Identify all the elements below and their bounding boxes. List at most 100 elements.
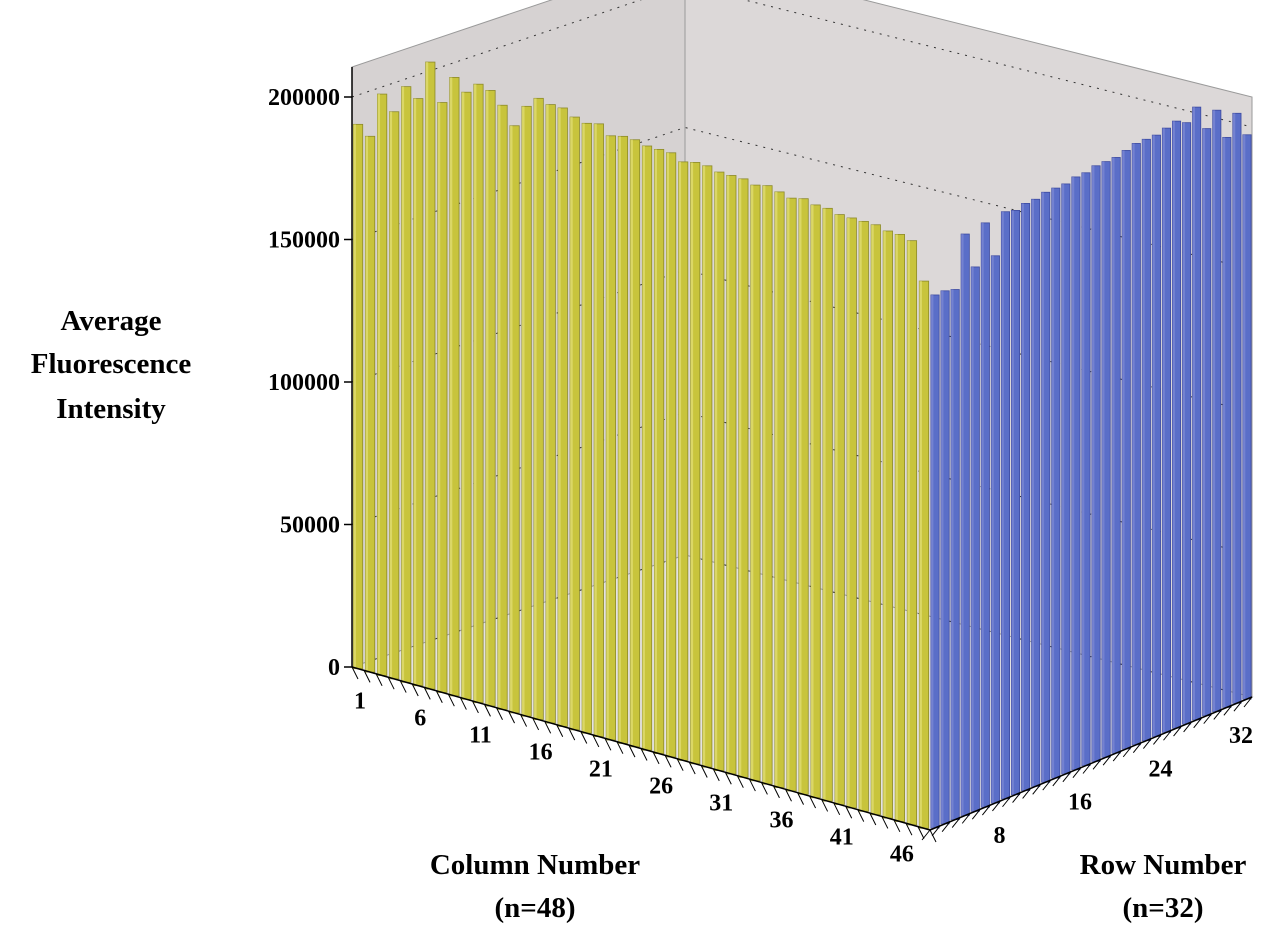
column-bar-highlight-24 bbox=[630, 139, 633, 747]
x-tick-mark-11 bbox=[484, 704, 491, 717]
row-bar-highlight-6 bbox=[981, 222, 984, 808]
x-tick-mark-46 bbox=[905, 822, 913, 836]
column-bar-highlight-26 bbox=[654, 149, 657, 754]
y-tick-mark-20 bbox=[1122, 746, 1132, 758]
y-axis-title-line-2: (n=32) bbox=[1123, 892, 1204, 924]
column-bar-highlight-37 bbox=[786, 198, 790, 791]
column-bar-highlight-8 bbox=[437, 102, 441, 693]
row-bar-highlight-25 bbox=[1172, 121, 1175, 729]
x-tick-mark-33 bbox=[748, 778, 756, 792]
y-tick-mark-21 bbox=[1132, 742, 1142, 754]
x-tick-label-6: 6 bbox=[414, 706, 426, 732]
column-bar-highlight-10 bbox=[461, 92, 465, 700]
x-tick-mark-9 bbox=[459, 697, 467, 710]
y-tick-mark-9 bbox=[1012, 792, 1021, 803]
y-tick-mark-31 bbox=[1233, 700, 1243, 712]
x-tick-mark-29 bbox=[700, 765, 708, 778]
x-tick-mark-15 bbox=[532, 717, 540, 731]
column-bar-highlight-32 bbox=[726, 175, 730, 774]
x-tick-mark-47 bbox=[917, 826, 925, 839]
chart-bars bbox=[352, 61, 1252, 829]
x-tick-mark-13 bbox=[508, 710, 515, 724]
y-tick-mark-7 bbox=[992, 800, 1001, 812]
column-bar-highlight-17 bbox=[545, 104, 549, 724]
x-tick-mark-24 bbox=[640, 748, 648, 761]
x-tick-mark-36 bbox=[785, 789, 792, 802]
x-tick-mark-21 bbox=[604, 738, 612, 751]
column-bar-highlight-36 bbox=[774, 191, 778, 788]
column-bar-highlight-12 bbox=[485, 90, 489, 707]
x-tick-label-36: 36 bbox=[769, 808, 793, 834]
row-bar-highlight-21 bbox=[1132, 143, 1135, 745]
x-tick-label-16: 16 bbox=[529, 740, 553, 766]
column-bar-highlight-3 bbox=[377, 94, 381, 676]
column-bar-highlight-46 bbox=[895, 234, 898, 822]
column-bar-highlight-44 bbox=[871, 224, 874, 815]
z-axis-title-line-2: Fluorescence bbox=[31, 348, 192, 380]
row-bar-highlight-4 bbox=[961, 234, 964, 816]
row-bar-highlight-20 bbox=[1122, 150, 1125, 749]
x-tick-mark-17 bbox=[556, 724, 564, 737]
y-tick-mark-19 bbox=[1112, 750, 1122, 762]
row-bar-highlight-13 bbox=[1051, 188, 1055, 779]
x-tick-label-46: 46 bbox=[890, 842, 914, 868]
column-bar-highlight-30 bbox=[702, 165, 706, 768]
x-tick-label-41: 41 bbox=[830, 825, 854, 851]
column-bar-highlight-43 bbox=[859, 221, 862, 812]
row-bar-highlight-26 bbox=[1182, 122, 1185, 725]
y-tick-mark-17 bbox=[1092, 759, 1102, 770]
chart-axes: 0500001000001500002000001611162126313641… bbox=[268, 67, 1253, 868]
y-tick-mark-6 bbox=[981, 804, 991, 816]
row-bar-highlight-2 bbox=[940, 290, 944, 824]
x-tick-mark-26 bbox=[664, 755, 672, 768]
y-tick-mark-1 bbox=[931, 825, 941, 837]
x-tick-mark-34 bbox=[760, 782, 768, 795]
row-bar-highlight-9 bbox=[1011, 210, 1014, 795]
y-tick-mark-26 bbox=[1183, 721, 1193, 733]
x-tick-mark-0 bbox=[351, 666, 359, 680]
column-bar-highlight-2 bbox=[365, 136, 368, 673]
x-tick-mark-3 bbox=[387, 676, 395, 690]
y-tick-mark-28 bbox=[1203, 713, 1213, 724]
x-tick-mark-22 bbox=[616, 741, 624, 754]
column-bar-highlight-11 bbox=[473, 84, 477, 703]
row-bar-highlight-31 bbox=[1232, 113, 1236, 704]
x-tick-mark-4 bbox=[399, 680, 407, 693]
x-tick-mark-41 bbox=[845, 806, 853, 819]
x-tick-mark-2 bbox=[375, 673, 383, 687]
row-bar-highlight-11 bbox=[1031, 199, 1035, 787]
y-tick-mark-16 bbox=[1082, 763, 1092, 774]
x-tick-mark-20 bbox=[592, 734, 600, 748]
column-bar-highlight-21 bbox=[594, 123, 597, 737]
y-tick-mark-8 bbox=[1002, 796, 1011, 808]
x-tick-mark-8 bbox=[447, 693, 455, 707]
x-tick-label-1: 1 bbox=[354, 689, 366, 715]
column-bar-highlight-6 bbox=[413, 98, 417, 686]
column-bar-highlight-7 bbox=[425, 62, 429, 690]
y-tick-label-24: 24 bbox=[1148, 756, 1172, 782]
y-tick-mark-18 bbox=[1102, 754, 1112, 766]
x-tick-mark-30 bbox=[712, 768, 720, 782]
row-bar-highlight-27 bbox=[1192, 107, 1196, 720]
row-bar-highlight-1 bbox=[930, 294, 934, 828]
row-bar-highlight-15 bbox=[1071, 176, 1075, 770]
x-tick-mark-1 bbox=[363, 670, 371, 683]
y-tick-mark-3 bbox=[951, 817, 961, 828]
x-tick-label-21: 21 bbox=[589, 757, 613, 783]
column-bar-highlight-39 bbox=[810, 204, 814, 798]
x-tick-mark-25 bbox=[652, 751, 660, 765]
y-tick-mark-10 bbox=[1022, 788, 1032, 799]
row-bar-highlight-24 bbox=[1162, 128, 1165, 733]
row-bar-highlight-5 bbox=[971, 266, 974, 812]
column-bar-highlight-25 bbox=[642, 145, 645, 751]
y-tick-mark-27 bbox=[1193, 717, 1203, 729]
column-bar-highlight-16 bbox=[533, 98, 537, 720]
y-tick-mark-25 bbox=[1173, 725, 1182, 737]
row-bar-highlight-28 bbox=[1202, 128, 1206, 716]
x-tick-mark-35 bbox=[773, 785, 780, 799]
column-bar-highlight-22 bbox=[606, 135, 609, 741]
row-bar-highlight-29 bbox=[1212, 110, 1216, 712]
x-tick-mark-44 bbox=[881, 816, 889, 829]
column-bar-highlight-13 bbox=[497, 105, 501, 710]
z-tick-label-2: 100000 bbox=[268, 370, 340, 396]
